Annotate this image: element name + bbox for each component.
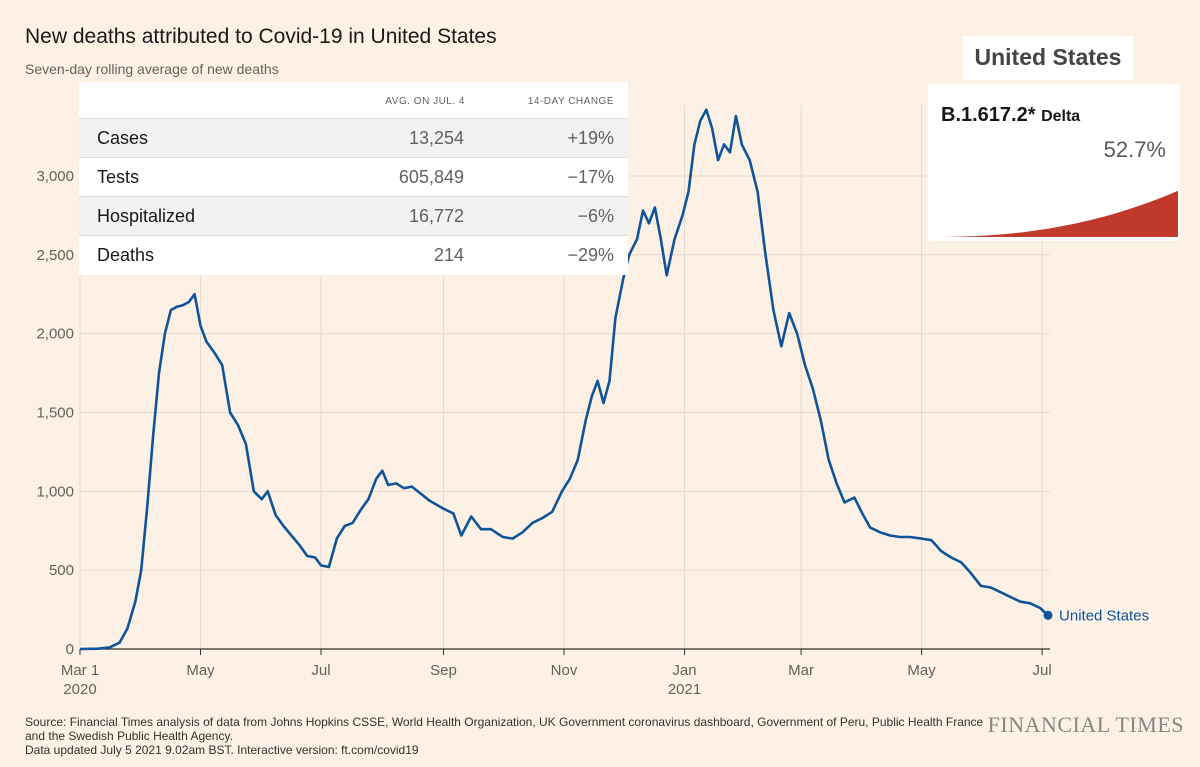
x-tick-label: Jul	[311, 662, 330, 679]
y-tick-label: 2,000	[36, 326, 74, 343]
series-label: United States	[1059, 607, 1149, 624]
series-line-united-states	[79, 108, 1049, 651]
y-tick-label: 1,500	[36, 404, 74, 421]
y-tick-label: 2,500	[36, 247, 74, 264]
row-label: Tests	[97, 167, 140, 187]
x-tick-label: Jul	[1033, 662, 1052, 679]
stats-table: AVG. ON JUL. 4 14-DAY CHANGE Cases 13,25…	[79, 82, 628, 275]
x-tick-label: May	[186, 662, 215, 679]
source-line: Data updated July 5 2021 9.02am BST. Int…	[25, 743, 419, 757]
row-change: +19%	[567, 128, 614, 148]
series-end-dot	[1043, 610, 1053, 620]
y-tick-label: 500	[49, 562, 74, 579]
table-row: Hospitalized 16,772 −6%	[79, 196, 628, 235]
column-header-avg: AVG. ON JUL. 4	[385, 96, 465, 107]
row-avg: 214	[433, 245, 464, 265]
row-avg: 605,849	[398, 167, 464, 187]
row-label: Hospitalized	[97, 206, 196, 226]
chart-title: New deaths attributed to Covid-19 in Uni…	[25, 25, 497, 48]
variant-country-tab: United States	[963, 36, 1133, 80]
row-label: Deaths	[97, 245, 155, 265]
row-change: −29%	[567, 245, 614, 265]
variant-name: B.1.617.2* Delta	[941, 104, 1080, 127]
variant-nickname: Delta	[1041, 108, 1081, 125]
x-tick-label: May	[907, 662, 936, 679]
brand-wordmark: FINANCIAL TIMES	[987, 712, 1184, 737]
y-tick-label: 1,000	[36, 483, 74, 500]
x-tick-label: Sep	[430, 662, 457, 679]
variant-share-sparkline	[930, 190, 1178, 237]
x-tick-label: Nov	[551, 662, 578, 679]
x-tick-label: Mar 1	[61, 662, 99, 679]
table-row: Deaths 214 −29%	[79, 235, 628, 274]
variant-code: B.1.617.2*	[941, 104, 1036, 126]
row-avg: 16,772	[408, 206, 464, 226]
row-change: −17%	[567, 167, 614, 187]
row-avg: 13,254	[408, 128, 464, 148]
column-header-change: 14-DAY CHANGE	[527, 96, 614, 107]
table-row: Tests 605,849 −17%	[79, 157, 628, 196]
x-tick-label: Jan	[672, 662, 696, 679]
variant-share: 52.7%	[1103, 137, 1166, 162]
x-tick-label: Mar	[788, 662, 814, 679]
x-tick-year: 2020	[63, 681, 96, 698]
chart-subtitle: Seven-day rolling average of new deaths	[25, 61, 279, 77]
variant-country: United States	[974, 44, 1122, 70]
y-tick-label: 3,000	[36, 168, 74, 185]
table-row: Cases 13,254 +19%	[79, 118, 628, 157]
x-tick-year: 2021	[668, 681, 701, 698]
row-label: Cases	[97, 128, 149, 148]
variant-card: B.1.617.2* Delta 52.7%	[928, 84, 1180, 241]
row-change: −6%	[577, 206, 614, 226]
y-tick-label: 0	[66, 641, 74, 658]
variant-share-area	[930, 190, 1178, 237]
source-line: and the Swedish Public Health Agency.	[25, 729, 233, 743]
source-line: Source: Financial Times analysis of data…	[25, 715, 984, 729]
source-note: Source: Financial Times analysis of data…	[25, 715, 985, 757]
